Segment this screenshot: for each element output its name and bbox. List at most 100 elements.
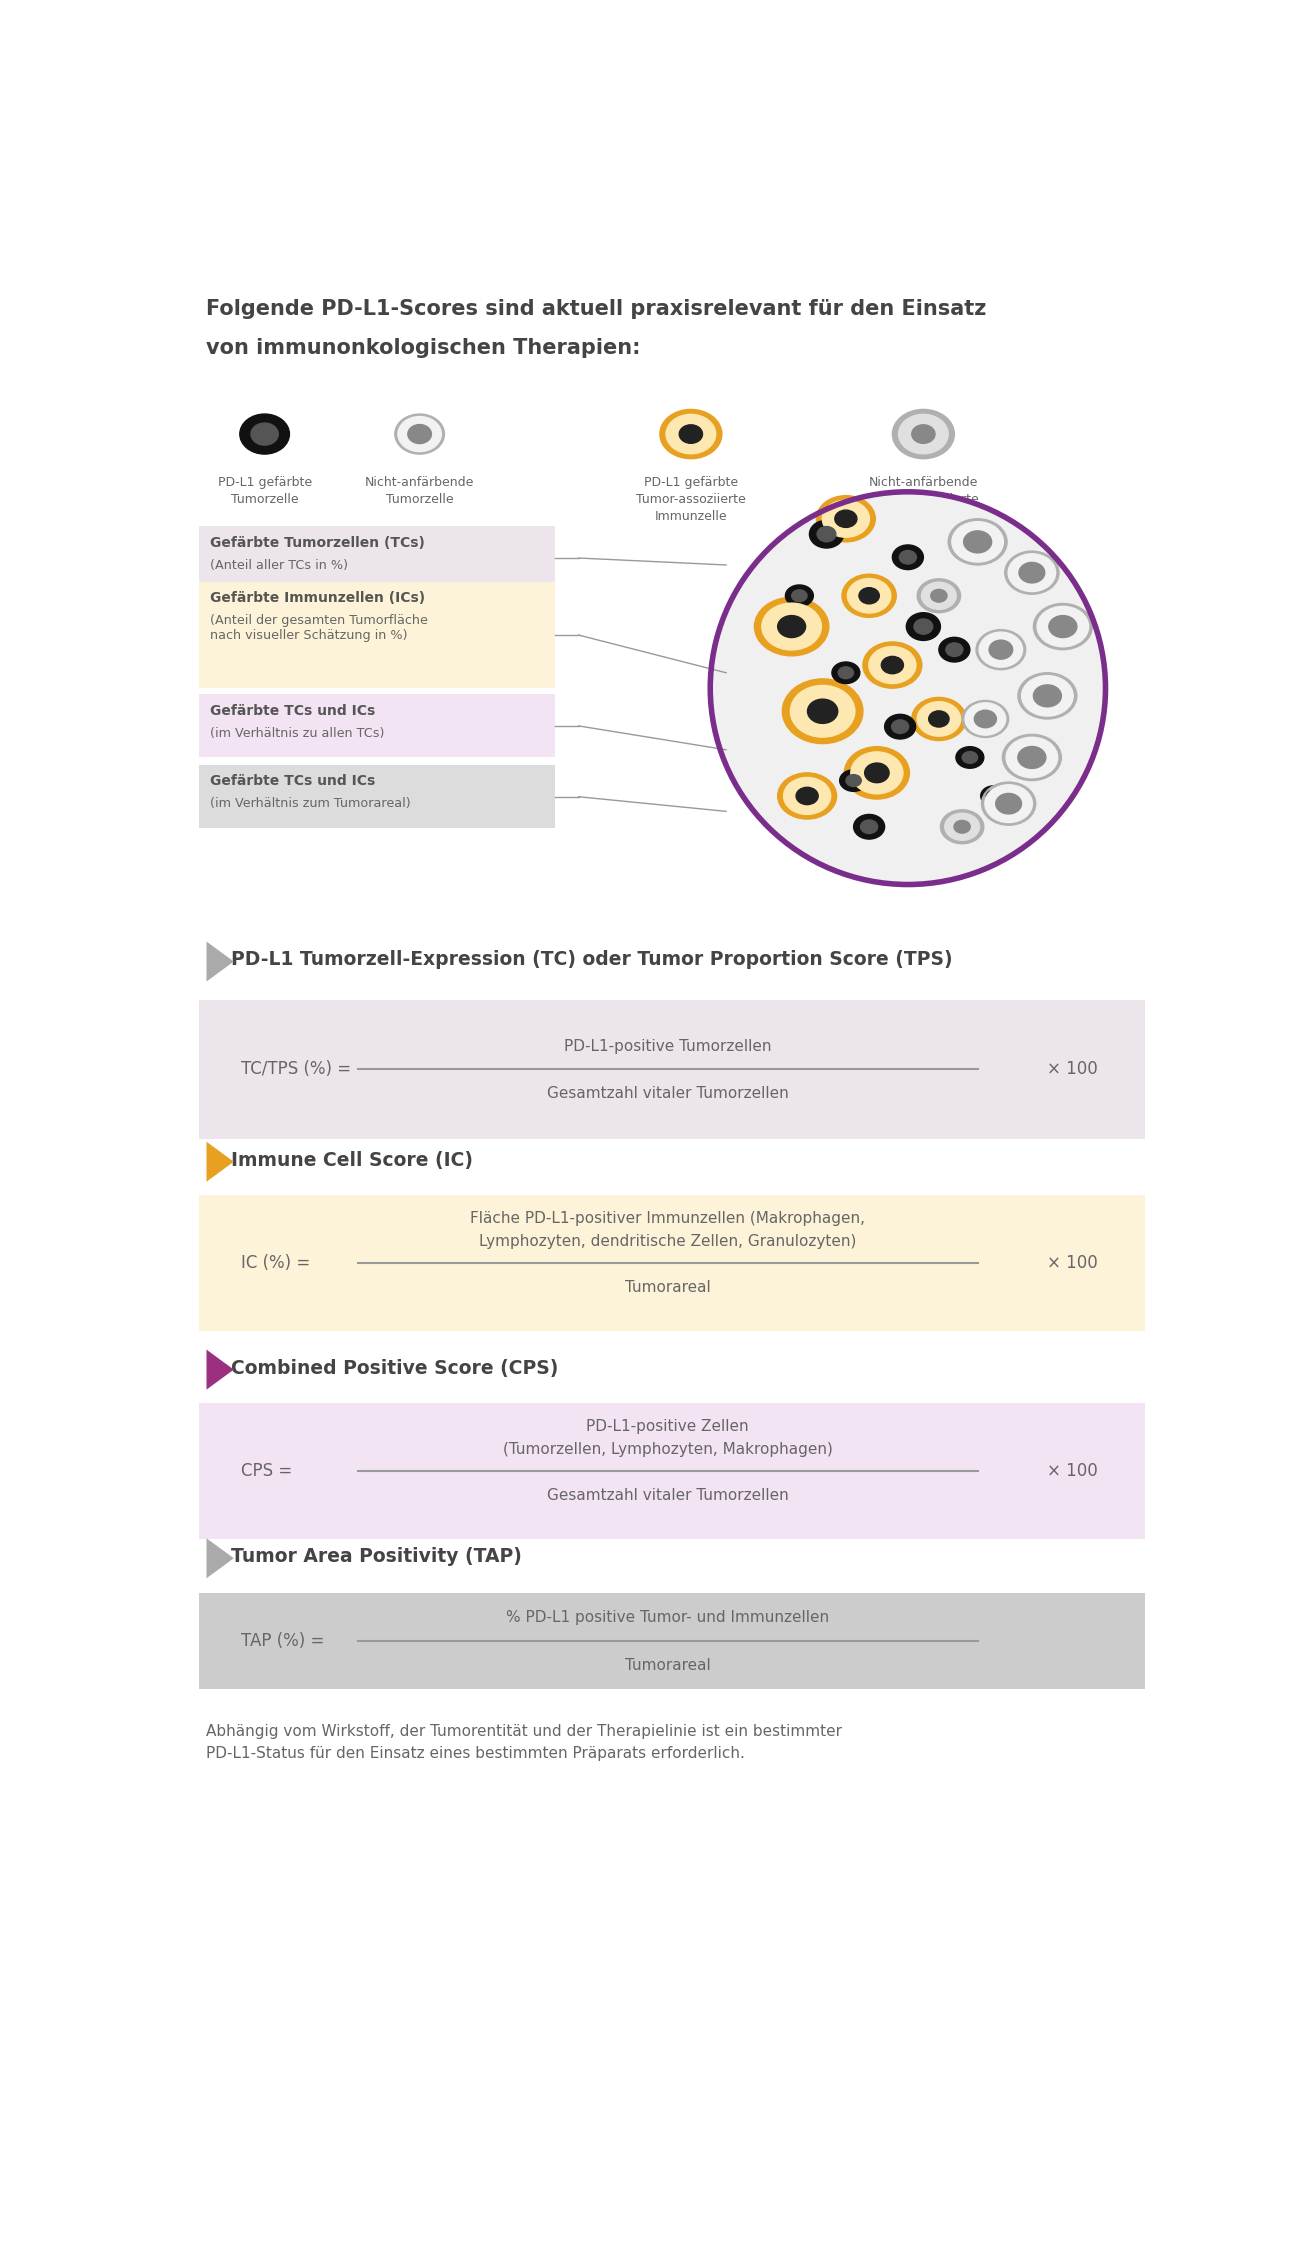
Text: Immune Cell Score (IC): Immune Cell Score (IC) <box>231 1151 473 1169</box>
Ellipse shape <box>785 586 813 606</box>
Ellipse shape <box>847 579 891 613</box>
Ellipse shape <box>1033 604 1092 651</box>
Ellipse shape <box>659 408 722 458</box>
Ellipse shape <box>981 785 1006 806</box>
Ellipse shape <box>846 774 861 785</box>
Ellipse shape <box>679 424 703 444</box>
Ellipse shape <box>809 521 843 548</box>
Text: Tumorareal: Tumorareal <box>625 1658 711 1674</box>
Text: PD-L1 gefärbte
Tumor-assoziierte
Immunzelle: PD-L1 gefärbte Tumor-assoziierte Immunze… <box>636 476 746 523</box>
Text: (im Verhältnis zu allen TCs): (im Verhältnis zu allen TCs) <box>210 727 384 741</box>
Ellipse shape <box>839 770 868 792</box>
FancyBboxPatch shape <box>199 1194 1145 1331</box>
Text: TAP (%) =: TAP (%) = <box>241 1631 325 1649</box>
Text: Gefärbte TCs und ICs: Gefärbte TCs und ICs <box>210 705 376 718</box>
Text: CPS =: CPS = <box>241 1461 292 1479</box>
Ellipse shape <box>985 785 1032 824</box>
Ellipse shape <box>842 574 897 617</box>
Ellipse shape <box>885 714 915 738</box>
Ellipse shape <box>835 509 857 527</box>
Ellipse shape <box>395 415 444 453</box>
Ellipse shape <box>948 518 1007 565</box>
Ellipse shape <box>914 619 932 635</box>
Text: IC (%) =: IC (%) = <box>241 1254 311 1272</box>
Ellipse shape <box>796 788 818 806</box>
Ellipse shape <box>986 790 1000 801</box>
FancyBboxPatch shape <box>199 765 556 828</box>
Ellipse shape <box>822 500 869 536</box>
FancyBboxPatch shape <box>199 581 556 689</box>
Text: × 100: × 100 <box>1047 1461 1099 1479</box>
Ellipse shape <box>792 590 808 601</box>
Text: Abhängig vom Wirkstoff, der Tumorentität und der Therapielinie ist ein bestimmte: Abhängig vom Wirkstoff, der Tumorentität… <box>207 1723 843 1762</box>
Text: Tumor Area Positivity (TAP): Tumor Area Positivity (TAP) <box>231 1546 522 1566</box>
Text: Gesamtzahl vitaler Tumorzellen: Gesamtzahl vitaler Tumorzellen <box>547 1488 788 1503</box>
Ellipse shape <box>891 720 909 734</box>
Ellipse shape <box>754 597 829 655</box>
Ellipse shape <box>1004 552 1059 595</box>
Text: (Anteil aller TCs in %): (Anteil aller TCs in %) <box>210 559 349 572</box>
Text: Combined Positive Score (CPS): Combined Positive Score (CPS) <box>231 1358 558 1378</box>
Polygon shape <box>207 1349 233 1389</box>
Text: PD-L1 gefärbte
Tumorzelle: PD-L1 gefärbte Tumorzelle <box>218 476 312 507</box>
Ellipse shape <box>832 662 860 684</box>
Ellipse shape <box>762 604 822 651</box>
Ellipse shape <box>881 657 903 673</box>
Ellipse shape <box>956 747 983 767</box>
Ellipse shape <box>906 613 940 640</box>
Ellipse shape <box>965 702 1006 736</box>
Ellipse shape <box>1003 734 1062 781</box>
Ellipse shape <box>853 815 885 839</box>
Text: (im Verhältnis zum Tumorareal): (im Verhältnis zum Tumorareal) <box>210 797 412 810</box>
Ellipse shape <box>982 783 1036 826</box>
Ellipse shape <box>838 666 853 678</box>
Ellipse shape <box>1017 673 1076 718</box>
Ellipse shape <box>952 521 1003 561</box>
Ellipse shape <box>918 579 961 613</box>
Ellipse shape <box>940 810 983 844</box>
Ellipse shape <box>817 527 836 541</box>
Text: Lymphozyten, dendritische Zellen, Granulozyten): Lymphozyten, dendritische Zellen, Granul… <box>479 1234 856 1250</box>
Ellipse shape <box>808 700 838 723</box>
Text: (Anteil der gesamten Tumorfläche
nach visueller Schätzung in %): (Anteil der gesamten Tumorfläche nach vi… <box>210 615 429 642</box>
Ellipse shape <box>893 408 954 458</box>
Text: von immunonkologischen Therapien:: von immunonkologischen Therapien: <box>207 339 641 357</box>
Ellipse shape <box>922 581 956 610</box>
Ellipse shape <box>777 772 836 819</box>
Text: % PD-L1 positive Tumor- und Immunzellen: % PD-L1 positive Tumor- und Immunzellen <box>506 1611 829 1625</box>
FancyBboxPatch shape <box>199 693 556 758</box>
Ellipse shape <box>911 424 935 444</box>
Ellipse shape <box>783 680 863 743</box>
Ellipse shape <box>777 615 805 637</box>
Text: TC/TPS (%) =: TC/TPS (%) = <box>241 1061 351 1079</box>
Text: Nicht-anfärbende
Tumorzelle: Nicht-anfärbende Tumorzelle <box>364 476 475 507</box>
FancyBboxPatch shape <box>199 1001 1145 1138</box>
Text: Gefärbte Immunzellen (ICs): Gefärbte Immunzellen (ICs) <box>210 590 426 606</box>
Ellipse shape <box>898 415 948 453</box>
Ellipse shape <box>865 763 889 783</box>
Ellipse shape <box>996 794 1021 815</box>
Ellipse shape <box>1037 606 1088 646</box>
Text: Nicht-anfärbende
Tumor-assoziierte
Immunzelle: Nicht-anfärbende Tumor-assoziierte Immun… <box>868 476 978 523</box>
Text: PD-L1 Tumorzell-Expression (TC) oder Tumor Proportion Score (TPS): PD-L1 Tumorzell-Expression (TC) oder Tum… <box>231 951 953 969</box>
Ellipse shape <box>791 684 855 736</box>
Ellipse shape <box>962 700 1008 738</box>
Ellipse shape <box>918 702 961 736</box>
Ellipse shape <box>869 646 916 684</box>
Ellipse shape <box>666 415 716 453</box>
Ellipse shape <box>1017 747 1046 767</box>
Text: Gefärbte Tumorzellen (TCs): Gefärbte Tumorzellen (TCs) <box>210 536 425 550</box>
Ellipse shape <box>1021 675 1074 716</box>
Polygon shape <box>207 1537 233 1578</box>
Ellipse shape <box>974 709 996 727</box>
Ellipse shape <box>399 417 442 451</box>
Text: × 100: × 100 <box>1047 1061 1099 1079</box>
Text: Gesamtzahl vitaler Tumorzellen: Gesamtzahl vitaler Tumorzellen <box>547 1086 788 1102</box>
Ellipse shape <box>1008 554 1055 592</box>
Ellipse shape <box>240 415 290 453</box>
Text: Gefärbte TCs und ICs: Gefärbte TCs und ICs <box>210 774 376 788</box>
Ellipse shape <box>1019 563 1045 583</box>
Ellipse shape <box>1006 738 1058 779</box>
Ellipse shape <box>784 776 831 815</box>
Ellipse shape <box>962 752 978 763</box>
